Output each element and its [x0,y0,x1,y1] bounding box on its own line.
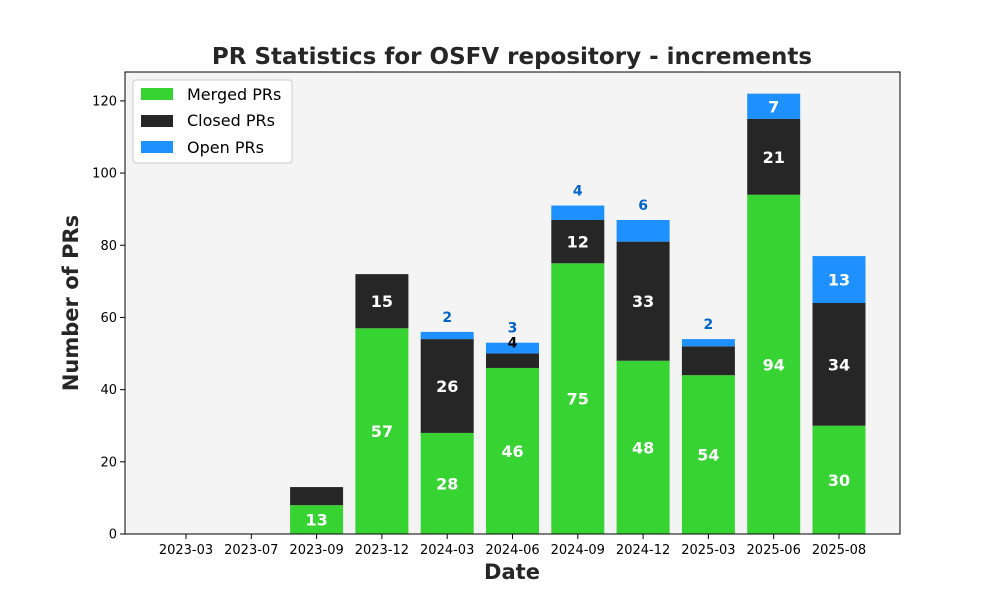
bar-merged-2023-12 [355,328,409,534]
x-tick-label-2025-06: 2025-06 [747,543,801,558]
label-open-2024-12: 6 [638,198,648,214]
label-merged-2025-06: 94 [763,355,785,374]
x-tick-label-2024-06: 2024-06 [485,543,539,558]
label-open-2025-06: 7 [768,97,779,116]
legend-label-open: Open PRs [187,138,264,157]
bars-layer [290,93,866,535]
bar-closed-2024-03 [420,339,474,433]
axes-layer: 2023-03 2023-07 2023-09 2023-12 2024-03 2024-… [92,94,866,558]
label-closed-2024-03: 26 [436,377,458,396]
label-closed-2024-06: 4 [508,336,518,352]
x-tick-label-2024-09: 2024-09 [551,543,605,558]
y-tick-label-100: 100 [92,167,117,182]
legend-swatch-closed [141,115,173,127]
x-tick-label-2024-12: 2024-12 [616,543,670,558]
label-open-2024-09: 4 [573,184,583,200]
bar-open-2024-03 [420,331,474,340]
y-tick-label-60: 60 [100,311,117,326]
label-open-2024-06: 3 [508,321,518,337]
legend-label-closed: Closed PRs [187,111,275,130]
bar-merged-2024-09 [551,263,605,534]
legend-label-merged: Merged PRs [187,85,281,104]
y-tick-label-20: 20 [100,455,117,470]
bar-closed-2024-09 [551,219,605,264]
x-tick-label-2023-12: 2023-12 [355,543,409,558]
bar-open-2025-03 [681,339,735,347]
y-tick-label-0: 0 [109,528,117,543]
legend-swatch-open [141,141,173,153]
x-tick-label-2025-08: 2025-08 [812,543,866,558]
y-axis-title: Number of PRs [59,215,83,391]
label-closed-2025-08: 34 [828,355,850,374]
chart-title: PR Statistics for OSFV repository - incr… [212,44,812,70]
x-axis-title: Date [484,560,540,584]
label-open-2025-03: 2 [704,317,714,333]
bar-merged-2025-08 [812,425,866,534]
label-open-2025-08: 13 [828,271,850,290]
bar-closed-2023-12 [355,274,409,329]
x-tick-label-2023-07: 2023-07 [224,543,278,558]
bar-open-2025-06 [747,93,801,119]
label-merged-2024-09: 75 [567,390,589,409]
bar-merged-2025-06 [747,194,801,534]
bar-open-2025-08 [812,256,866,303]
x-tick-label-2023-03: 2023-03 [159,543,213,558]
bar-merged-2024-03 [420,432,474,534]
bar-merged-2023-09 [290,505,344,535]
legend: Merged PRs Closed PRs Open PRs [132,79,293,164]
bar-open-2024-06 [486,342,539,354]
label-merged-2025-03: 54 [697,446,719,465]
bar-merged-2024-12 [616,360,670,534]
bar-closed-2024-12 [616,241,670,361]
x-tick-label-2024-03: 2024-03 [420,543,474,558]
label-merged-2024-06: 46 [501,442,523,461]
x-tick-label-2025-03: 2025-03 [681,543,735,558]
bar-merged-2025-03 [681,375,735,534]
plot-frame [124,71,901,535]
bar-closed-2025-06 [747,118,801,195]
bar-merged-2024-06 [486,367,539,534]
bar-closed-2025-08 [812,303,866,426]
bar-open-2024-12 [616,219,670,242]
label-closed-2023-12: 15 [371,292,393,311]
label-merged-2025-08: 30 [828,471,850,490]
label-merged-2023-12: 57 [371,422,393,441]
bar-closed-2024-06 [486,353,539,368]
bar-closed-2023-09 [290,487,344,506]
label-merged-2023-09: 13 [305,511,327,530]
bar-open-2024-09 [551,205,605,220]
y-tick-label-40: 40 [100,383,117,398]
label-closed-2025-06: 21 [763,148,785,167]
label-closed-2024-12: 33 [632,292,654,311]
label-merged-2024-03: 28 [436,474,458,493]
y-tick-label-120: 120 [92,94,117,109]
label-merged-2024-12: 48 [632,438,654,457]
x-tick-label-2023-09: 2023-09 [289,543,343,558]
legend-swatch-merged [141,88,173,100]
bar-closed-2025-03 [681,346,735,376]
label-open-2024-03: 2 [442,310,452,326]
label-closed-2024-09: 12 [567,233,589,252]
y-tick-label-80: 80 [100,239,117,254]
